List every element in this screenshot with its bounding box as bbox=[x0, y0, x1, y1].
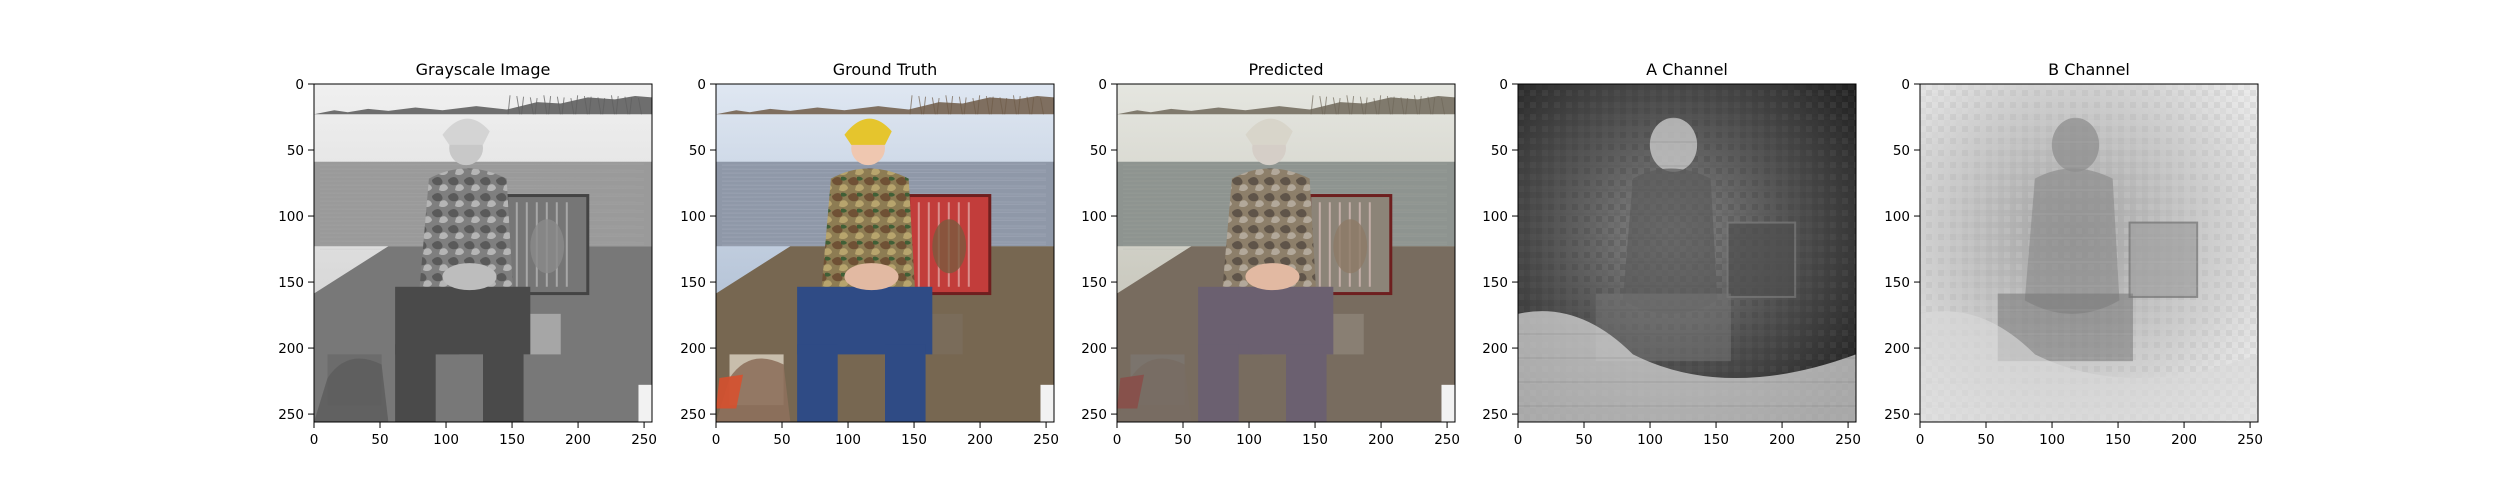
predicted-y-tick-label: 100 bbox=[1081, 209, 1107, 225]
grayscale-y-tick-label: 100 bbox=[278, 209, 304, 225]
ground-truth-axes-frame bbox=[715, 83, 1055, 423]
a-channel-y-tick-label: 0 bbox=[1499, 77, 1508, 93]
ground-truth-y-tick-label: 250 bbox=[680, 407, 706, 423]
ground-truth-y-tick-label: 0 bbox=[697, 77, 706, 93]
predicted-x-tick-label: 100 bbox=[1236, 432, 1262, 448]
b-channel-y-tick-label: 100 bbox=[1884, 209, 1910, 225]
a-channel-y-tick-label: 150 bbox=[1482, 275, 1508, 291]
predicted-y-tick-label: 150 bbox=[1081, 275, 1107, 291]
b-channel-x-tick-label: 150 bbox=[2105, 432, 2131, 448]
predicted-y-tick-label: 0 bbox=[1098, 77, 1107, 93]
grayscale-y-tick-label: 250 bbox=[278, 407, 304, 423]
predicted-axes-frame bbox=[1116, 83, 1456, 423]
grayscale-x-tick-label: 50 bbox=[371, 432, 388, 448]
tree-line bbox=[716, 95, 1054, 115]
grayscale-x-tick-label: 0 bbox=[310, 432, 319, 448]
predicted-x-tick-label: 0 bbox=[1113, 432, 1122, 448]
predicted-x-tick-label: 150 bbox=[1302, 432, 1328, 448]
panel-b-channel: B Channel 0 50 100 150 200 250 0 50 100 150 200 250 bbox=[1884, 60, 2263, 448]
ground-truth-y-tick-label: 50 bbox=[689, 143, 706, 159]
grayscale-x-tick-label: 100 bbox=[433, 432, 459, 448]
grayscale-y-tick-label: 200 bbox=[278, 341, 304, 357]
panel-a-channel: A Channel 0 50 100 150 200 250 0 50 100 150 200 250 bbox=[1482, 60, 1861, 448]
a-channel-y-tick-label: 250 bbox=[1482, 407, 1508, 423]
predicted-title: Predicted bbox=[1248, 60, 1323, 79]
a-channel-title: A Channel bbox=[1646, 60, 1728, 79]
ground-truth-x-tick-label: 0 bbox=[712, 432, 721, 448]
ground-truth-y-tick-label: 100 bbox=[680, 209, 706, 225]
b-channel-y-tick-label: 250 bbox=[1884, 407, 1910, 423]
predicted-x-tick-label: 50 bbox=[1174, 432, 1191, 448]
grayscale-y-tick-label: 50 bbox=[287, 143, 304, 159]
ground-truth-x-tick-label: 50 bbox=[773, 432, 790, 448]
a-channel-y-tick-label: 200 bbox=[1482, 341, 1508, 357]
panel-ground-truth: Ground Truth 0 50 100 150 200 250 0 50 100 150 200 2… bbox=[680, 60, 1059, 448]
predicted-y-tick-label: 200 bbox=[1081, 341, 1107, 357]
b-channel-image bbox=[1920, 84, 2258, 422]
tree-line bbox=[314, 95, 652, 115]
b-channel-x-tick-label: 0 bbox=[1916, 432, 1925, 448]
grayscale-y-tick-label: 150 bbox=[278, 275, 304, 291]
ground-truth-x-tick-label: 200 bbox=[967, 432, 993, 448]
ground-truth-title: Ground Truth bbox=[833, 60, 938, 79]
predicted-image bbox=[1117, 84, 1455, 422]
b-channel-y-tick-label: 150 bbox=[1884, 275, 1910, 291]
b-channel-y-tick-label: 50 bbox=[1893, 143, 1910, 159]
a-channel-x-tick-label: 0 bbox=[1514, 432, 1523, 448]
ground-truth-y-tick-label: 150 bbox=[680, 275, 706, 291]
a-channel-image bbox=[1518, 84, 1856, 422]
b-channel-x-tick-label: 100 bbox=[2039, 432, 2065, 448]
b-channel-title: B Channel bbox=[2048, 60, 2130, 79]
grayscale-title: Grayscale Image bbox=[416, 60, 551, 79]
grayscale-image bbox=[314, 84, 652, 422]
a-channel-y-tick-label: 50 bbox=[1491, 143, 1508, 159]
grayscale-x-tick-label: 250 bbox=[631, 432, 657, 448]
grayscale-axes-frame bbox=[313, 83, 653, 423]
ground-truth-y-tick-label: 200 bbox=[680, 341, 706, 357]
b-channel-y-tick-label: 200 bbox=[1884, 341, 1910, 357]
panel-grayscale: Grayscale Image 0 50 100 150 200 250 0 50 100 150 2… bbox=[278, 60, 657, 448]
predicted-x-tick-label: 200 bbox=[1368, 432, 1394, 448]
ground-truth-image bbox=[716, 84, 1054, 422]
predicted-x-tick-label: 250 bbox=[1434, 432, 1460, 448]
a-channel-x-tick-label: 50 bbox=[1575, 432, 1592, 448]
grayscale-x-tick-label: 150 bbox=[499, 432, 525, 448]
b-channel-x-tick-label: 50 bbox=[1977, 432, 1994, 448]
a-channel-x-tick-label: 250 bbox=[1835, 432, 1861, 448]
predicted-y-tick-label: 50 bbox=[1090, 143, 1107, 159]
predicted-y-tick-label: 250 bbox=[1081, 407, 1107, 423]
a-channel-x-tick-label: 100 bbox=[1637, 432, 1663, 448]
a-channel-x-tick-label: 150 bbox=[1703, 432, 1729, 448]
b-channel-y-tick-label: 0 bbox=[1901, 77, 1910, 93]
ground-truth-x-tick-label: 100 bbox=[835, 432, 861, 448]
b-channel-x-tick-label: 200 bbox=[2171, 432, 2197, 448]
ground-truth-x-tick-label: 250 bbox=[1033, 432, 1059, 448]
panel-predicted: Predicted 0 50 100 150 200 250 0 50 100 150 200 250 bbox=[1081, 60, 1460, 448]
tree-line bbox=[1117, 95, 1455, 115]
a-channel-axes-frame bbox=[1517, 83, 1857, 423]
grayscale-y-tick-label: 0 bbox=[295, 77, 304, 93]
a-channel-x-tick-label: 200 bbox=[1769, 432, 1795, 448]
ground-truth-x-tick-label: 150 bbox=[901, 432, 927, 448]
b-channel-x-tick-label: 250 bbox=[2237, 432, 2263, 448]
grayscale-x-tick-label: 200 bbox=[565, 432, 591, 448]
b-channel-axes-frame bbox=[1919, 83, 2259, 423]
a-channel-y-tick-label: 100 bbox=[1482, 209, 1508, 225]
